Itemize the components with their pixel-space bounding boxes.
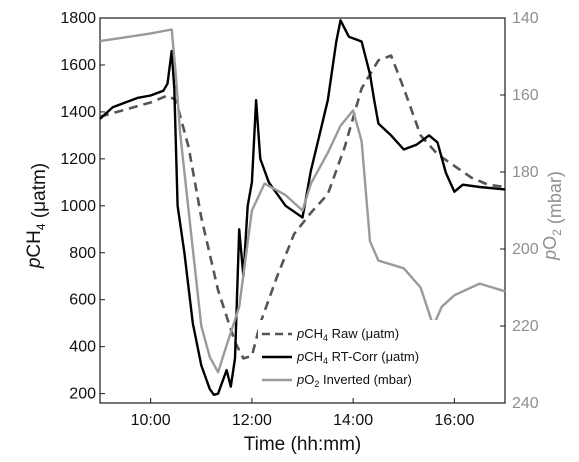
- y-axis-label-left-group: pCH4 (μatm): [24, 163, 50, 269]
- left-tick-label: 1400: [60, 104, 96, 121]
- x-axis-label: Time (hh:mm): [244, 434, 362, 455]
- series-layer: [99, 19, 506, 396]
- left-tick-label: 200: [69, 386, 96, 403]
- left-tick-label: 1800: [60, 10, 96, 27]
- series-line-2: [99, 28, 506, 374]
- legend-entry-2: pO2 Inverted (mbar): [296, 372, 412, 389]
- right-tick-label: 180: [512, 164, 539, 181]
- y-axis-label-left-prefix: p: [24, 258, 45, 270]
- y-axis-label-right-base: O: [540, 236, 560, 250]
- ticks-layer: 200 400 600 800 1000 1200 1400 1600 1800 140 160 18…: [60, 10, 538, 429]
- axis-labels: Time (hh:mm)pCH4 (μatm)pO2 (mbar): [24, 163, 565, 455]
- y-axis-label-right: pO2 (mbar): [540, 171, 565, 261]
- left-tick-label: 1600: [60, 57, 96, 74]
- y-axis-label-left-unit: (μatm): [29, 163, 50, 224]
- right-tick-label: 240: [512, 395, 539, 412]
- y-axis-label-right-sub: 2: [550, 229, 564, 236]
- left-tick-label: 400: [69, 339, 96, 356]
- y-axis-label-left-base: CH: [24, 230, 45, 257]
- right-tick-label: 200: [512, 241, 539, 258]
- y-axis-label-left: pCH4 (μatm): [24, 163, 50, 269]
- right-tick-label: 160: [512, 87, 539, 104]
- series-line-1: [99, 19, 506, 396]
- right-tick-label: 140: [512, 10, 539, 27]
- legend-entry-1: pCH4 RT-Corr (μatm): [296, 349, 419, 366]
- right-tick-label: 220: [512, 318, 539, 335]
- left-tick-label: 800: [69, 245, 96, 262]
- x-tick-label: 10:00: [131, 412, 171, 429]
- legend-entry-0: pCH4 Raw (μatm): [296, 326, 399, 343]
- y-axis-label-right-prefix: p: [540, 250, 560, 261]
- x-tick-label: 16:00: [434, 412, 474, 429]
- x-tick-label: 14:00: [333, 412, 373, 429]
- y-axis-label-left-sub: 4: [34, 223, 48, 230]
- legend: pCH4 Raw (μatm) pCH4 RT-Corr (μatm) pO2 In…: [258, 320, 448, 398]
- y-axis-label-right-group: pO2 (mbar): [540, 171, 565, 261]
- x-tick-label: 12:00: [232, 412, 272, 429]
- left-tick-label: 600: [69, 292, 96, 309]
- left-tick-label: 1000: [60, 198, 96, 215]
- series-line-0: [99, 54, 506, 360]
- left-tick-label: 1200: [60, 151, 96, 168]
- y-axis-label-right-unit: (mbar): [545, 171, 565, 229]
